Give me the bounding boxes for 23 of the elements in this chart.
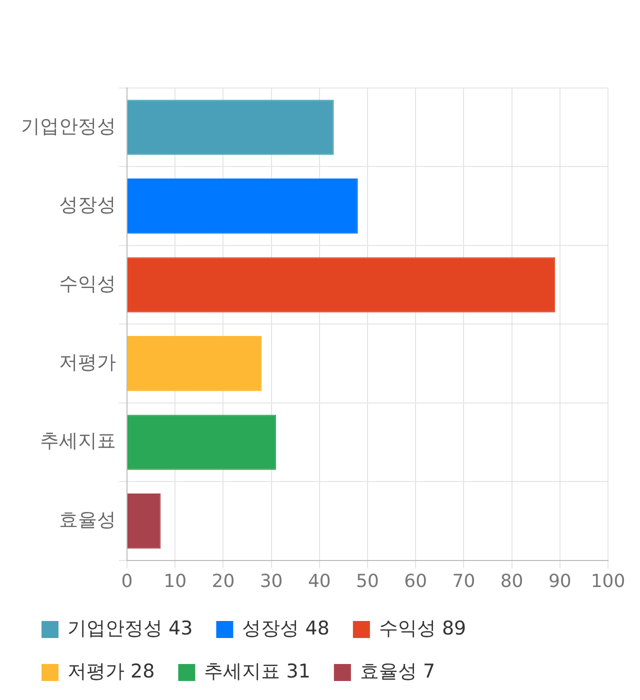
legend-label: 성장성 48 bbox=[242, 617, 330, 640]
legend-label: 기업안정성 43 bbox=[68, 617, 193, 640]
y-tick-label: 효율성 bbox=[59, 508, 116, 531]
y-tick-label: 저평가 bbox=[59, 352, 116, 374]
legend-label: 저평가 28 bbox=[68, 660, 155, 682]
x-tick-label: 90 bbox=[548, 570, 572, 592]
x-tick-label: 60 bbox=[404, 570, 428, 592]
x-tick-label: 70 bbox=[452, 570, 476, 592]
legend-label: 효율성 7 bbox=[360, 660, 436, 682]
legend-label: 추세지표 31 bbox=[204, 660, 310, 682]
x-tick-label: 40 bbox=[308, 570, 331, 592]
x-tick-label: 50 bbox=[356, 570, 379, 592]
y-tick-label: 성장성 bbox=[59, 194, 116, 216]
y-tick-label: 수익성 bbox=[59, 272, 116, 295]
y-tick-label: 기업안정성 bbox=[21, 115, 116, 138]
x-tick-label: 10 bbox=[164, 570, 187, 592]
legend-label: 수익성 89 bbox=[378, 617, 466, 640]
x-tick-label: 100 bbox=[590, 570, 626, 592]
x-tick-label: 0 bbox=[121, 570, 133, 592]
x-tick-label: 80 bbox=[500, 570, 524, 592]
y-tick-label: 추세지표 bbox=[40, 430, 116, 452]
x-tick-label: 20 bbox=[212, 570, 235, 592]
x-tick-label: 30 bbox=[260, 570, 283, 592]
